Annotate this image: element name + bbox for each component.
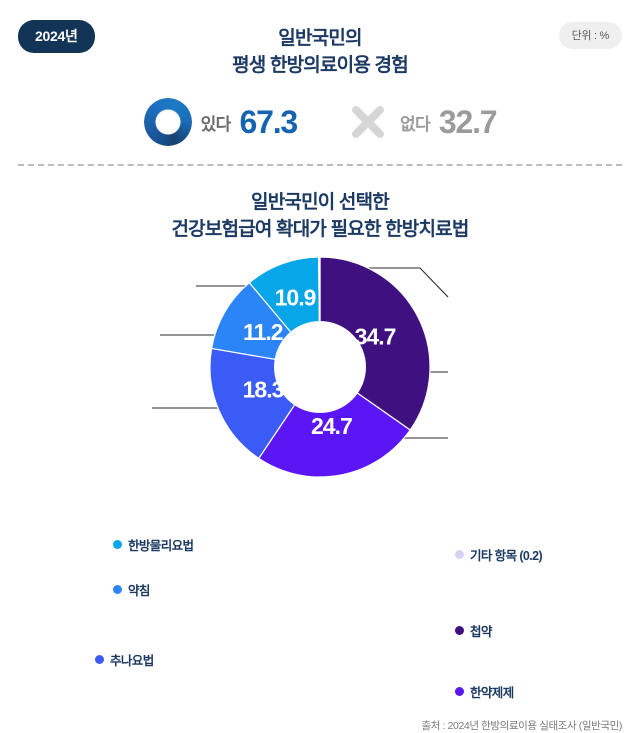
legend-label-cheopyak: 첩약 (470, 625, 492, 639)
donut-slice-labels: 34.724.718.311.210.9 (243, 285, 397, 439)
donut-slice-label-3: 11.2 (243, 319, 283, 345)
section-divider (18, 164, 622, 166)
circle-o-icon (143, 98, 192, 146)
legend-dot-chuna (95, 655, 104, 664)
donut-chart-svg: 34.724.718.311.210.9 (152, 256, 449, 478)
chart-title-line-1: 일반국민이 선택한 (251, 192, 390, 213)
year-badge: 2024년 (18, 20, 95, 53)
legend-item-hanbang[interactable]: 한방물리요법 (113, 535, 194, 554)
unit-badge: 단위 : % (558, 22, 622, 49)
chart-title: 일반국민이 선택한 건강보험급여 확대가 필요한 한방치료법 (0, 190, 640, 244)
legend-label-hanyak: 한약제제 (470, 686, 514, 700)
donut-slice-0[interactable] (319, 256, 431, 431)
legend-dot-hanyak (455, 687, 464, 696)
legend-item-etc[interactable]: 기타 항목 (0.2) (455, 545, 543, 564)
legend-label-hanbang: 한방물리요법 (128, 539, 194, 553)
legend-dot-cheopyak (455, 626, 464, 635)
stat-yes-label: 있다 (200, 114, 232, 134)
page-title-line-2: 평생 한방의료이용 경험 (232, 54, 409, 76)
legend-item-hanyak[interactable]: 한약제제 (455, 682, 514, 701)
legend-item-yakchim[interactable]: 약침 (113, 580, 150, 599)
legend-dot-yakchim (113, 585, 122, 594)
chart-title-line-2: 건강보험급여 확대가 필요한 한방치료법 (171, 218, 470, 240)
legend-label-chuna: 추나요법 (110, 654, 154, 668)
stat-no-label: 없다 (400, 114, 431, 134)
page-title-line-1: 일반국민의 (278, 28, 362, 49)
stat-no-value: 32.7 (438, 104, 498, 140)
donut-chart: 34.7 24.7 18.3 11.2 10.9 한방물리요법 약침 추나요법 기타 항… (0, 250, 640, 732)
stat-yes-value: 67.3 (239, 104, 299, 140)
donut-slice-1[interactable] (257, 366, 412, 478)
x-mark-icon (345, 99, 391, 145)
legend-dot-hanbang (113, 540, 122, 549)
donut-slice-label-4: 10.9 (275, 285, 316, 311)
legend-dot-etc (455, 550, 464, 559)
stat-no: 없다 32.7 (345, 99, 498, 145)
donut-hole (274, 321, 366, 413)
page-title: 일반국민의 평생 한방의료이용 경험 (0, 26, 640, 80)
stat-yes: 있다 67.3 (143, 98, 299, 146)
legend-item-cheopyak[interactable]: 첩약 (455, 621, 492, 640)
legend-item-chuna[interactable]: 추나요법 (95, 650, 154, 669)
legend-label-etc: 기타 항목 (0.2) (470, 549, 543, 563)
source-note: 출처 : 2024년 한방의료이용 실태조사 (일반국민) (421, 720, 623, 732)
donut-slice-label-1: 24.7 (311, 413, 352, 439)
donut-slice-label-0: 34.7 (355, 323, 396, 349)
experience-stats: 있다 67.3 없다 32.7 (0, 98, 640, 146)
legend-label-yakchim: 약침 (128, 584, 150, 598)
